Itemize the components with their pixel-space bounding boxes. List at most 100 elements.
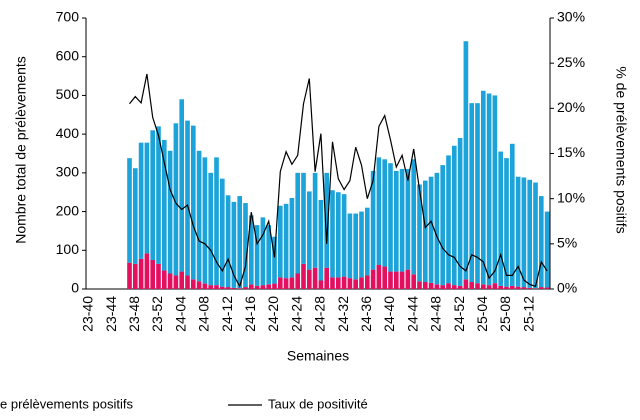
y-tick-label: 200 — [56, 202, 80, 218]
bar-segment — [405, 168, 411, 270]
bar-segment — [289, 198, 295, 278]
x-tick-label: 23-52 — [149, 296, 165, 332]
bar-segment — [173, 123, 179, 276]
bar-segment — [382, 159, 388, 267]
bar-segment — [347, 278, 353, 289]
bar-segment — [144, 142, 150, 254]
bar-segment — [248, 215, 254, 285]
y-tick-label: 500 — [56, 86, 80, 102]
bar-segment — [463, 41, 469, 280]
bar-segment — [422, 282, 428, 289]
y-tick-label: 100 — [56, 241, 80, 257]
bar-segment — [422, 180, 428, 283]
bar-segment — [428, 282, 434, 289]
bar-segment — [388, 271, 393, 289]
bar-segment — [457, 138, 463, 286]
bar-segment — [260, 285, 266, 289]
x-axis-title: Semaines — [287, 348, 349, 364]
bar-segment — [527, 287, 533, 289]
bar-segment — [266, 225, 272, 285]
bar-segment — [364, 275, 370, 289]
y-axis-title: Nombre total de prélèvements — [13, 56, 29, 244]
bar-segment — [440, 165, 446, 286]
bar-segment — [405, 269, 411, 289]
x-tick-label: 24-28 — [312, 296, 328, 332]
y2-tick-label: 15% — [557, 144, 585, 160]
y-tick-label: 0 — [71, 280, 79, 296]
bar-segment — [156, 126, 161, 264]
bar-segment — [260, 217, 266, 286]
x-tick-label: 24-48 — [428, 296, 444, 332]
bar-segment — [138, 142, 144, 259]
bar-segment — [469, 282, 475, 289]
bar-segment — [127, 262, 132, 289]
legend-label: Taux de positivité — [268, 396, 368, 411]
bar-segment — [312, 267, 318, 289]
x-tick-label: 24-32 — [335, 296, 351, 332]
x-tick-label: 24-40 — [381, 296, 397, 332]
x-tick-label: 24-24 — [288, 296, 304, 332]
bar-segment — [289, 277, 295, 289]
line-series — [129, 73, 548, 288]
y2-tick-label: 0% — [557, 280, 577, 296]
bar-segment — [486, 93, 492, 286]
y-tick-label: 700 — [56, 9, 80, 25]
bar-segment — [457, 285, 463, 289]
bar-segment — [225, 195, 231, 288]
bar-segment — [370, 269, 376, 289]
bar-segment — [231, 201, 237, 288]
bar-segment — [243, 203, 248, 288]
bar-segment — [544, 211, 550, 288]
x-tick-label: 23-48 — [126, 296, 142, 332]
bar-segment — [359, 211, 364, 278]
bar-segment — [179, 99, 185, 272]
x-tick-label: 24-44 — [404, 296, 420, 332]
bar-segment — [190, 125, 196, 280]
bar-segment — [306, 269, 312, 289]
bar-segment — [243, 287, 248, 289]
bar-segment — [173, 275, 179, 289]
bar-segment — [486, 285, 492, 289]
bar-segment — [434, 284, 440, 289]
bar-segment — [335, 192, 341, 278]
bar-segment — [393, 170, 399, 272]
y-tick-label: 400 — [56, 125, 80, 141]
bar-segment — [161, 270, 167, 289]
bar-segment — [266, 284, 272, 289]
bar-segment — [388, 163, 393, 272]
bar-segment — [521, 177, 527, 288]
bar-segment — [295, 172, 301, 274]
bar-segment — [283, 278, 289, 289]
bar-segment — [190, 279, 196, 289]
x-tick-label: 24-36 — [358, 296, 374, 332]
bar-segment — [219, 178, 225, 287]
bar-segment — [196, 281, 202, 289]
bar-segment — [283, 203, 289, 279]
bar-segment — [254, 285, 260, 289]
y-tick-label: 600 — [56, 47, 80, 63]
bar-segment — [509, 285, 515, 289]
bar-segment — [156, 263, 161, 289]
bar-segment — [353, 279, 359, 289]
bar-segment — [330, 190, 335, 278]
bar-segment — [277, 205, 283, 278]
y2-axis-title: % de prélèvements positifs — [613, 66, 629, 233]
x-tick-label: 24-20 — [265, 296, 281, 332]
bar-segment — [498, 285, 504, 289]
bar-segment — [515, 176, 521, 287]
x-tick-label: 24-52 — [451, 296, 467, 332]
bar-segment — [451, 145, 457, 286]
bar-segment — [335, 277, 341, 289]
bar-segment — [202, 157, 208, 284]
bar-segment — [231, 287, 237, 289]
bar-segment — [237, 196, 243, 289]
bar-segment — [248, 284, 254, 289]
y2-tick-label: 30% — [557, 9, 585, 25]
x-tick-label: 23-44 — [103, 296, 119, 332]
bar-segment — [475, 103, 480, 284]
bar-segment — [214, 157, 219, 286]
bar-segment — [324, 267, 330, 289]
bar-segment — [411, 274, 417, 289]
bar-segment — [527, 179, 533, 288]
